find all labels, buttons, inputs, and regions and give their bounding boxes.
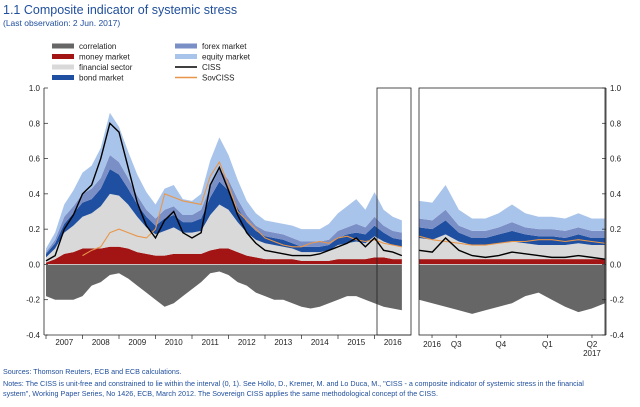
recent-area-forex-market xyxy=(419,209,605,238)
recent-frame xyxy=(418,87,606,336)
y-tick-label-left: -0.2 xyxy=(26,296,40,305)
y-tick-label-right: 0.6 xyxy=(610,155,622,164)
legend-label-ciss: CISS xyxy=(202,63,221,72)
long-x-tick-label: 2009 xyxy=(128,338,146,347)
axes: -0.4 -0.4 -0.2 -0.2 0.0 0.0 0.2 0.2 0.4 0.4 0.6 0.6… xyxy=(26,84,624,340)
legend-label-equity_market: equity market xyxy=(202,53,251,62)
legend-swatch-equity_market xyxy=(175,54,197,59)
recent-line-ciss xyxy=(418,236,606,260)
recent-x-tick-label: Q4 xyxy=(496,340,507,349)
legend-label-sovciss: SovCISS xyxy=(202,74,234,83)
long-x-tick-label: 2013 xyxy=(274,338,292,347)
legend-label-financial_sector: financial sector xyxy=(79,63,133,72)
recent-area-correlation xyxy=(419,264,605,314)
notes-line-1: Notes: The CISS is unit-free and constra… xyxy=(3,379,584,388)
long-area-financial-sector xyxy=(46,193,402,263)
legend-swatch-money_market xyxy=(52,54,74,59)
long-x-tick-label: 2016 xyxy=(384,338,402,347)
long-area-correlation xyxy=(46,264,402,311)
legend-swatch-forex_market xyxy=(175,43,197,49)
y-tick-label-right: 0.2 xyxy=(610,225,622,234)
long-x-tick-label: 2012 xyxy=(238,338,256,347)
y-tick-label-left: 0.6 xyxy=(29,155,41,164)
long-x-tick-label: 2007 xyxy=(55,338,73,347)
long-x-tick-label: 2014 xyxy=(311,338,329,347)
legend: correlation forex market money market equit… xyxy=(52,42,251,83)
y-tick-label-right: 0.0 xyxy=(610,260,622,269)
recent-x-tick-label: Q1 xyxy=(542,340,553,349)
long-line-ciss xyxy=(45,121,403,262)
y-tick-label-right: 0.8 xyxy=(610,119,622,128)
y-tick-label-left: 0.2 xyxy=(29,225,41,234)
y-tick-label-left: 1.0 xyxy=(29,84,41,93)
legend-label-correlation: correlation xyxy=(79,42,116,51)
y-tick-label-left: 0.4 xyxy=(29,190,41,199)
legend-swatch-financial_sector xyxy=(52,64,74,70)
chart-subtitle: (Last observation: 2 Jun. 2017) xyxy=(3,18,121,28)
recent-x-tick-label-year: 2017 xyxy=(583,349,601,358)
y-tick-label-right: 0.4 xyxy=(610,190,622,199)
recent-area-equity-market xyxy=(419,185,605,231)
legend-label-forex_market: forex market xyxy=(202,42,247,51)
recent-x-tick-label: Q3 xyxy=(451,340,462,349)
recent-x-tick-label: 2016 xyxy=(423,340,441,349)
panel-long: 2007 2008 2009 2010 2011 2012 2013 2014 2015 2016 xyxy=(45,87,412,347)
y-tick-label-right: -0.4 xyxy=(610,331,624,340)
long-x-tick-label: 2010 xyxy=(165,338,183,347)
recent-area-bond-market xyxy=(419,220,605,246)
legend-label-money_market: money market xyxy=(79,53,130,62)
legend-label-bond_market: bond market xyxy=(79,74,124,83)
y-tick-label-left: -0.4 xyxy=(26,331,40,340)
y-tick-label-right: 1.0 xyxy=(610,84,622,93)
legend-swatch-correlation xyxy=(52,43,74,49)
long-area-bond-market xyxy=(46,169,402,258)
recent-area-money-market xyxy=(419,259,605,265)
long-x-tick-label: 2011 xyxy=(202,338,220,347)
y-tick-label-left: 0.8 xyxy=(29,119,41,128)
y-tick-label-right: -0.2 xyxy=(610,296,624,305)
long-line-sovciss xyxy=(82,160,402,257)
legend-swatch-bond_market xyxy=(52,75,74,80)
long-x-tick-label: 2008 xyxy=(92,338,110,347)
sources-note: Sources: Thomson Reuters, ECB and ECB ca… xyxy=(3,367,182,376)
notes-line-2: system", Working Paper Series, No 1426, … xyxy=(3,389,438,398)
y-tick-label-left: 0.0 xyxy=(29,260,41,269)
recent-x-tick-label: Q2 xyxy=(587,340,598,349)
long-x-tick-label: 2015 xyxy=(347,338,365,347)
chart-title: 1.1 Composite indicator of systemic stre… xyxy=(3,3,238,17)
